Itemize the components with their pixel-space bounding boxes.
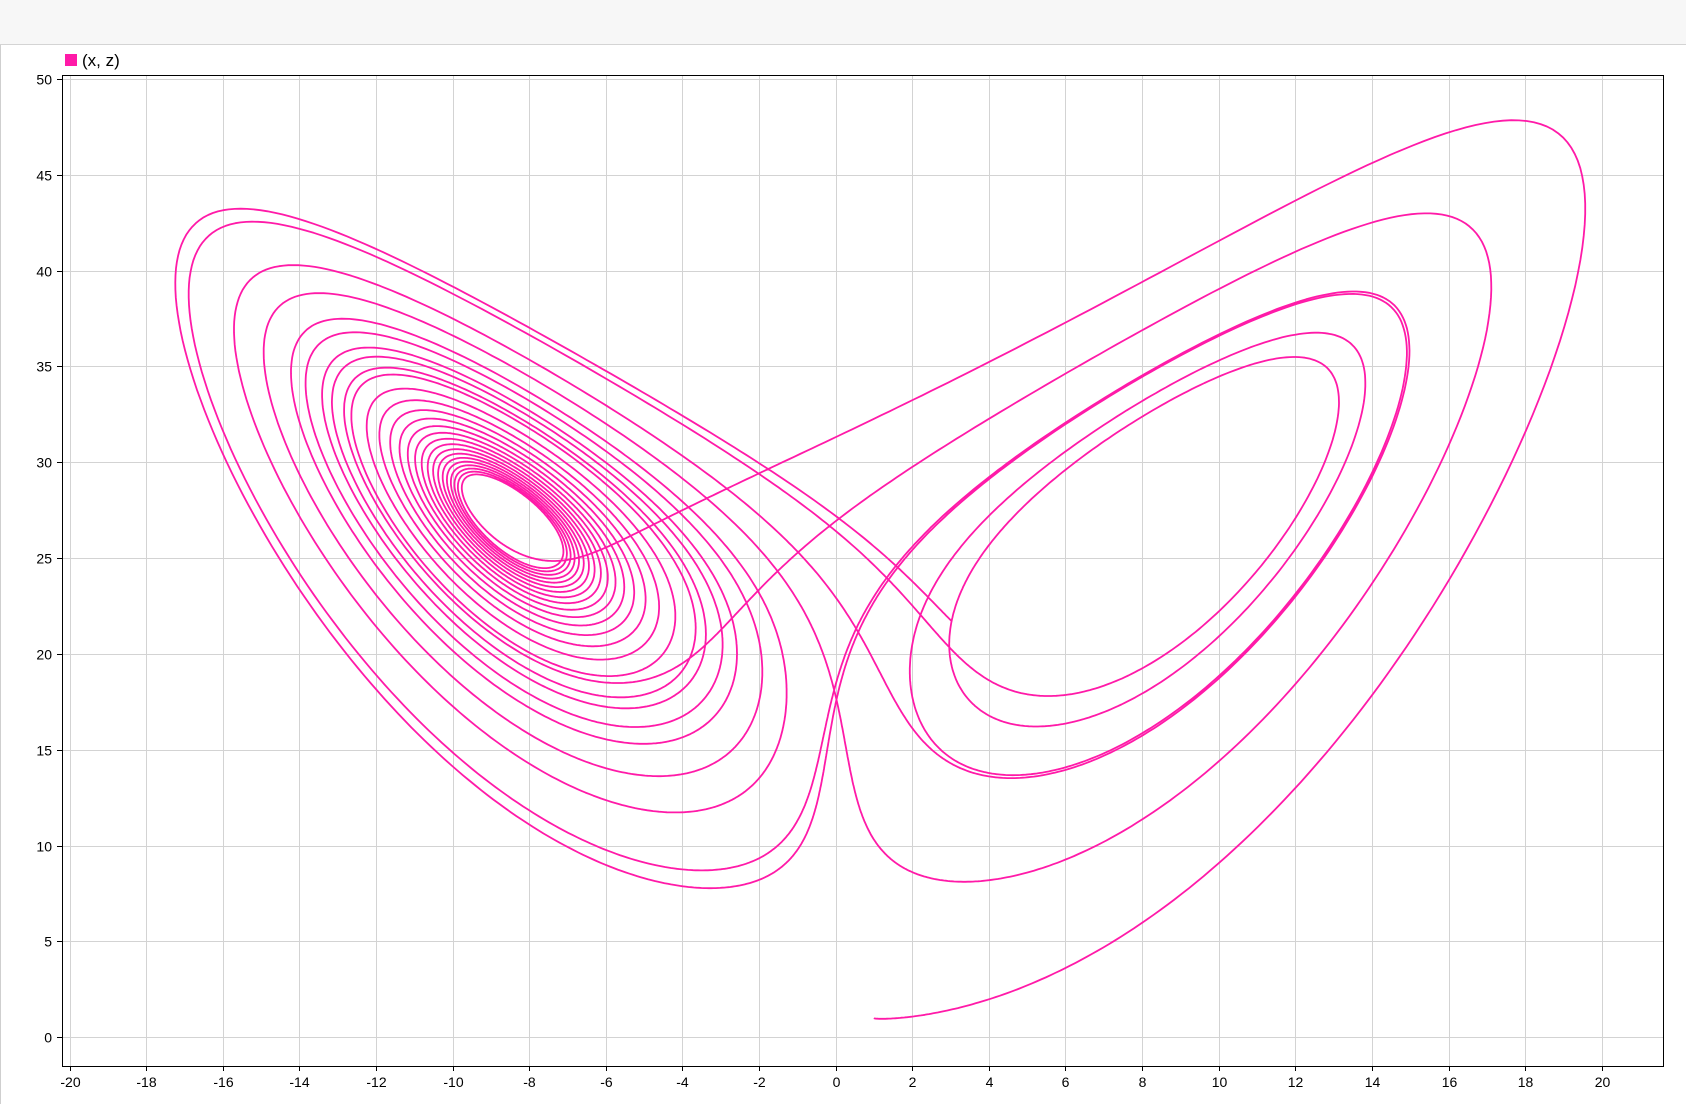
x-tick-label: -12	[366, 1074, 386, 1090]
axis-ticks: -20 -18 -16 -14 -12 -10 -8 -6 -4 -2 0 2 4 6 8 10 12 14 16 1…	[36, 72, 1610, 1091]
x-tick-label: 8	[1139, 1074, 1147, 1090]
x-tick-label: 0	[833, 1074, 841, 1090]
x-tick-label: -8	[523, 1074, 536, 1090]
x-tick-label: -20	[60, 1074, 80, 1090]
x-tick-label: 6	[1062, 1074, 1070, 1090]
top-bar	[0, 0, 1686, 45]
y-tick-label: 50	[36, 72, 52, 88]
x-tick-label: -10	[443, 1074, 463, 1090]
x-tick-label: -6	[600, 1074, 613, 1090]
x-tick-label: 10	[1212, 1074, 1228, 1090]
chart-panel: -20 -18 -16 -14 -12 -10 -8 -6 -4 -2 0 2 4 6 8 10 12 14 16 1…	[0, 45, 1686, 1104]
y-tick-label: 30	[36, 455, 52, 471]
x-tick-label: -14	[289, 1074, 309, 1090]
y-tick-label: 15	[36, 743, 52, 759]
legend[interactable]: (x, z)	[65, 51, 120, 70]
y-tick-label: 10	[36, 839, 52, 855]
x-tick-label: 2	[909, 1074, 917, 1090]
y-tick-label: 40	[36, 264, 52, 280]
y-tick-label: 0	[44, 1030, 52, 1046]
y-tick-label: 25	[36, 551, 52, 567]
x-tick-label: -16	[213, 1074, 233, 1090]
series-line-x-z	[174, 119, 1587, 1020]
x-tick-label: 14	[1365, 1074, 1381, 1090]
y-tick-label: 20	[36, 647, 52, 663]
x-tick-label: 12	[1288, 1074, 1304, 1090]
y-tick-label: 35	[36, 359, 52, 375]
y-tick-label: 45	[36, 168, 52, 184]
y-tick-label: 5	[44, 934, 52, 950]
x-tick-label: -2	[753, 1074, 766, 1090]
x-tick-label: 16	[1442, 1074, 1458, 1090]
legend-swatch-icon	[65, 54, 77, 66]
grid	[62, 75, 1663, 1066]
x-tick-label: -4	[676, 1074, 689, 1090]
plot-area-frame	[62, 75, 1664, 1067]
x-tick-label: 4	[986, 1074, 994, 1090]
legend-entry-label: (x, z)	[82, 51, 120, 70]
chart-background	[1, 45, 1686, 1104]
x-tick-label: 18	[1518, 1074, 1534, 1090]
lorenz-chart: -20 -18 -16 -14 -12 -10 -8 -6 -4 -2 0 2 4 6 8 10 12 14 16 1…	[1, 45, 1686, 1104]
x-tick-label: -18	[136, 1074, 156, 1090]
x-tick-label: 20	[1595, 1074, 1611, 1090]
series-layer	[174, 119, 1587, 1020]
